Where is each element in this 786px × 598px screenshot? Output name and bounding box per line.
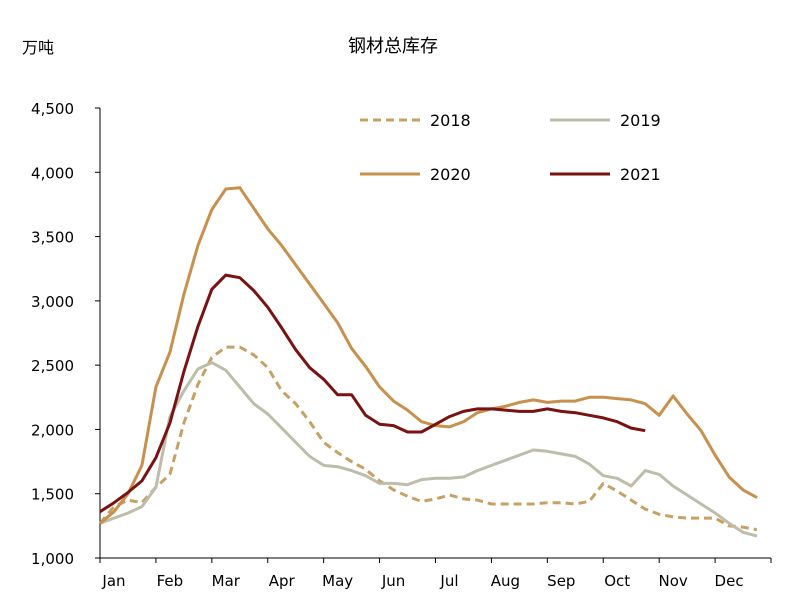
- y-axis-unit: 万吨: [22, 38, 55, 57]
- legend-label-2021: 2021: [620, 165, 661, 184]
- x-tick-label: Oct: [604, 572, 630, 590]
- x-tick-label: Jul: [439, 572, 458, 590]
- x-tick-label: Mar: [212, 572, 241, 590]
- series-line-2019: [99, 361, 758, 538]
- series-lines: [98, 186, 758, 538]
- series-line-2018: [98, 345, 758, 532]
- x-tick-label: Jan: [101, 572, 125, 590]
- x-tick-label: Jun: [381, 572, 405, 590]
- y-tick-label: 4,500: [31, 100, 74, 118]
- axes: 1,000 1,500 2,000 2,500 3,000 3,500 4,000 4,500…: [31, 100, 772, 590]
- y-tick-label: 3,000: [31, 293, 74, 311]
- x-tick-label: Feb: [157, 572, 184, 590]
- x-tick-label: Aug: [491, 572, 520, 590]
- x-tick-label: Dec: [715, 572, 744, 590]
- y-tick-label: 1,500: [31, 486, 74, 504]
- legend: 2018 2019 2020 2021: [360, 111, 661, 184]
- legend-label-2020: 2020: [430, 165, 471, 184]
- legend-label-2019: 2019: [620, 111, 661, 130]
- series-line-2021: [99, 273, 646, 513]
- x-tick-label: Apr: [269, 572, 296, 590]
- legend-label-2018: 2018: [430, 111, 471, 130]
- y-tick-label: 2,000: [31, 421, 74, 439]
- y-tick-label: 1,000: [31, 550, 74, 568]
- series-line-2020: [99, 186, 758, 525]
- x-tick-label: Sep: [547, 572, 575, 590]
- y-tick-label: 4,000: [31, 164, 74, 182]
- y-tick-label: 3,500: [31, 229, 74, 247]
- y-tick-label: 2,500: [31, 357, 74, 375]
- x-tick-label: May: [322, 572, 353, 590]
- x-tick-label: Nov: [659, 572, 688, 590]
- chart-title: 钢材总库存: [348, 36, 438, 57]
